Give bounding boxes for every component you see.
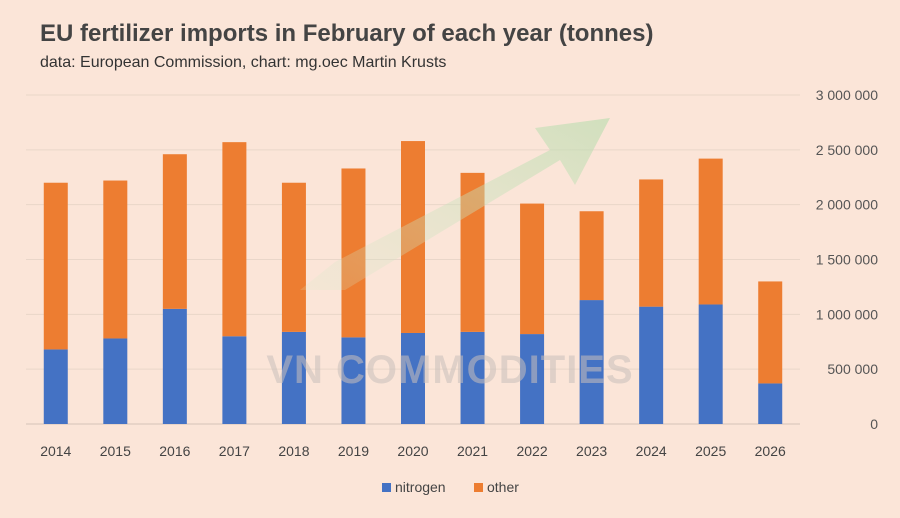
bar-other-2022: [520, 203, 545, 335]
bar-other-2016: [162, 154, 187, 309]
x-tick-label: 2026: [755, 443, 786, 459]
legend-swatch-other: [474, 483, 483, 492]
bar-other-2018: [281, 182, 306, 332]
x-tick-label: 2016: [159, 443, 190, 459]
x-tick-label: 2019: [338, 443, 369, 459]
bar-other-2024: [639, 179, 664, 307]
bar-nitrogen-2022: [520, 334, 545, 424]
x-tick-label: 2022: [516, 443, 547, 459]
bar-nitrogen-2026: [758, 383, 783, 424]
y-tick-label: 500 000: [827, 361, 878, 377]
x-tick-label: 2021: [457, 443, 488, 459]
bar-nitrogen-2025: [698, 304, 723, 424]
x-tick-label: 2023: [576, 443, 607, 459]
bar-nitrogen-2021: [460, 331, 485, 424]
x-axis: 2014 2015 2016 2017 2018 2019 2020 2021 2022 2023…: [40, 443, 786, 459]
x-tick-label: 2020: [397, 443, 428, 459]
legend: nitrogen other: [382, 479, 519, 495]
bar-other-2026: [758, 281, 783, 384]
y-tick-label: 2 000 000: [816, 197, 878, 213]
bar-nitrogen-2023: [579, 300, 604, 424]
bar-other-2025: [698, 158, 723, 305]
bar-nitrogen-2017: [222, 336, 247, 424]
legend-label-other: other: [487, 479, 519, 495]
watermark: VN COMMODITIES: [266, 348, 633, 392]
bar-nitrogen-2015: [103, 338, 128, 424]
trend-arrow-icon: [300, 118, 610, 290]
y-tick-label: 2 500 000: [816, 142, 878, 158]
y-tick-label: 1 500 000: [816, 252, 878, 268]
x-tick-label: 2018: [278, 443, 309, 459]
x-tick-label: 2017: [219, 443, 250, 459]
bar-other-2014: [43, 182, 68, 350]
background-arrow-decoration: [300, 118, 610, 290]
bar-nitrogen-2024: [639, 306, 664, 424]
x-tick-label: 2015: [100, 443, 131, 459]
legend-swatch-nitrogen: [382, 483, 391, 492]
legend-label-nitrogen: nitrogen: [395, 479, 446, 495]
x-tick-label: 2014: [40, 443, 71, 459]
bar-nitrogen-2020: [401, 332, 425, 424]
chart-subtitle: data: European Commission, chart: mg.oec…: [40, 54, 447, 71]
x-tick-label: 2024: [636, 443, 667, 459]
y-tick-label: 0: [870, 416, 878, 432]
chart-title: EU fertilizer imports in February of eac…: [40, 20, 654, 47]
bar-nitrogen-2018: [281, 331, 306, 424]
bar-nitrogen-2019: [341, 337, 366, 424]
y-tick-label: 1 000 000: [816, 306, 878, 322]
bar-other-2017: [222, 142, 247, 337]
y-axis: 0 500 000 1 000 000 1 500 000 2 000 000 2 500…: [816, 87, 879, 432]
bar-other-2015: [103, 180, 128, 339]
y-tick-label: 3 000 000: [816, 87, 878, 103]
bar-nitrogen-2016: [162, 308, 187, 424]
bar-other-2023: [579, 211, 604, 301]
bar-nitrogen-2014: [43, 349, 68, 424]
x-tick-label: 2025: [695, 443, 726, 459]
